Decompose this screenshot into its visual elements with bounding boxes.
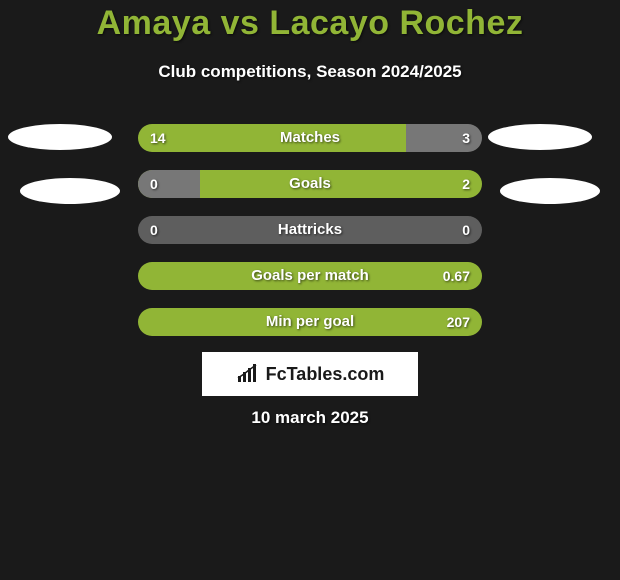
- stat-row: Goals per match0.67: [138, 262, 482, 290]
- decorative-ellipse: [8, 124, 112, 150]
- bar-segment-equal: [138, 216, 482, 244]
- decorative-ellipse: [20, 178, 120, 204]
- bar-chart-icon: [236, 364, 260, 384]
- date-text: 10 march 2025: [0, 408, 620, 428]
- stat-row: Goals02: [138, 170, 482, 198]
- stat-row: Matches143: [138, 124, 482, 152]
- brand-badge: FcTables.com: [202, 352, 418, 396]
- bar-segment-left-small: [138, 170, 200, 198]
- comparison-infographic: Amaya vs Lacayo Rochez Club competitions…: [0, 0, 620, 580]
- bar-segment-left: [138, 124, 406, 152]
- brand-text: FcTables.com: [266, 364, 385, 385]
- comparison-bars: Matches143 Goals02 Hattricks00 Goals per ma…: [138, 124, 482, 354]
- subtitle: Club competitions, Season 2024/2025: [0, 62, 620, 82]
- stat-row: Hattricks00: [138, 216, 482, 244]
- decorative-ellipse: [488, 124, 592, 150]
- bar-segment-right: [406, 124, 482, 152]
- bar-segment-full: [138, 308, 482, 336]
- bar-segment-full: [138, 262, 482, 290]
- stat-row: Min per goal207: [138, 308, 482, 336]
- page-title: Amaya vs Lacayo Rochez: [0, 4, 620, 43]
- decorative-ellipse: [500, 178, 600, 204]
